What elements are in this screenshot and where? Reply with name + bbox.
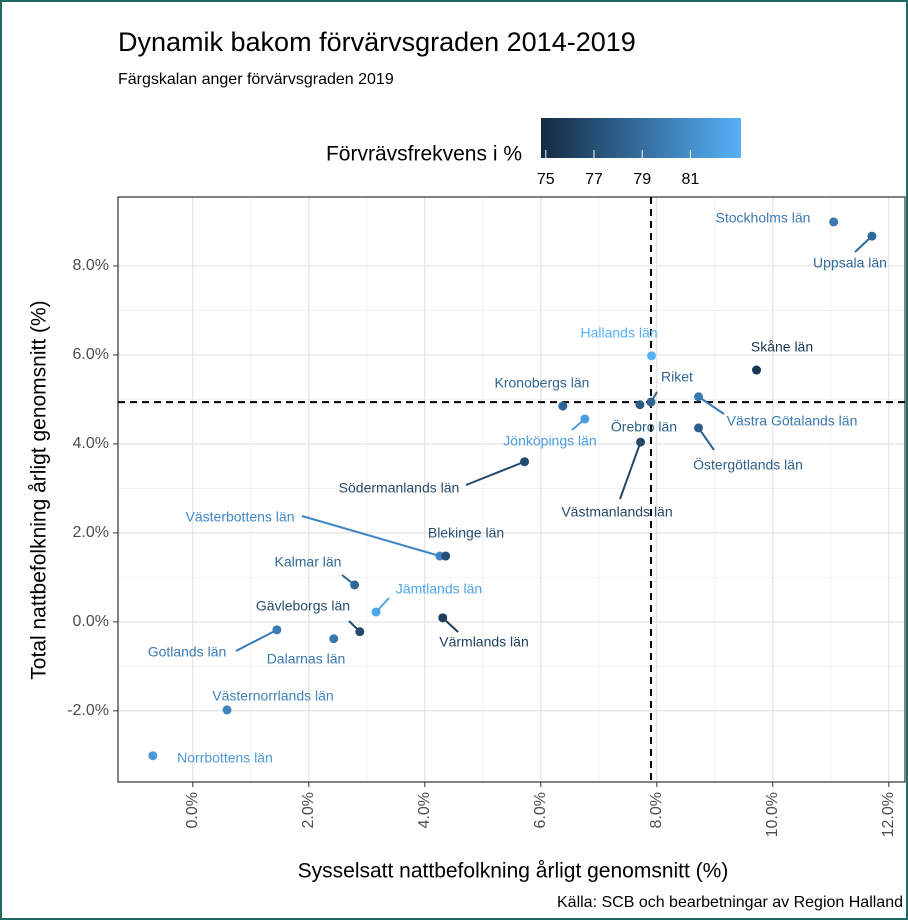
point-label: Kronobergs län <box>495 375 590 391</box>
point-label: Gotlands län <box>148 644 227 660</box>
point <box>520 457 530 467</box>
x-tick-label: 2.0% <box>300 792 317 828</box>
colorbar-tick-label: 77 <box>585 171 603 188</box>
y-tick-label: 8.0% <box>73 257 109 274</box>
colorbar-tick-label: 75 <box>537 171 555 188</box>
point <box>694 392 704 402</box>
point <box>371 607 381 617</box>
point-label: Gävleborgs län <box>256 598 350 614</box>
colorbar-tick-label: 81 <box>681 171 699 188</box>
point <box>558 401 568 411</box>
plot-border <box>117 196 906 783</box>
point-label: Riket <box>661 369 693 385</box>
source-note: Källa: SCB och bearbetningar av Region H… <box>557 894 903 911</box>
chart-title: Dynamik bakom förvärvsgraden 2014-2019 <box>118 27 636 57</box>
x-tick-label: 6.0% <box>532 792 549 828</box>
y-tick-label: 0.0% <box>73 613 109 630</box>
point-label: Östergötlands län <box>693 456 803 473</box>
point <box>829 217 839 227</box>
point-label: Västerbottens län <box>186 509 295 525</box>
x-axis-title: Sysselsatt nattbefolkning årligt genomsn… <box>298 860 729 883</box>
point <box>355 627 365 637</box>
colorbar <box>541 118 741 158</box>
leader-line <box>697 395 725 415</box>
leader-line <box>301 515 441 557</box>
point <box>647 351 657 361</box>
point-label: Örebro län <box>611 418 677 435</box>
point-label: Värmlands län <box>439 634 529 650</box>
x-tick-label: 0.0% <box>184 792 201 828</box>
point <box>272 625 282 635</box>
point <box>580 414 590 424</box>
y-axis-title: Total nattbefolkning årligt genomsnitt (… <box>28 300 51 679</box>
point-label: Stockholms län <box>716 210 811 226</box>
x-tick-label: 10.0% <box>764 792 781 837</box>
point-label: Jönköpings län <box>503 433 596 449</box>
point <box>752 365 762 375</box>
x-tick-label: 8.0% <box>648 792 665 828</box>
chart-subtitle: Färgskalan anger förvärvsgraden 2019 <box>118 71 394 88</box>
point <box>350 580 360 590</box>
point <box>635 400 645 410</box>
point <box>646 397 656 407</box>
point-label: Uppsala län <box>813 255 887 271</box>
point <box>694 423 704 433</box>
y-tick-label: -2.0% <box>67 702 109 719</box>
point-label: Jämtlands län <box>396 581 482 597</box>
point <box>867 231 877 241</box>
y-tick-label: 4.0% <box>73 435 109 452</box>
point-label: Dalarnas län <box>267 651 346 667</box>
point-label: Kalmar län <box>275 554 342 570</box>
point-label: Södermanlands län <box>339 480 460 496</box>
point-label: Västernorrlands län <box>212 688 333 704</box>
leader-line <box>619 441 642 500</box>
point-label: Hallands län <box>580 325 657 341</box>
leader-line <box>235 628 278 652</box>
point-label: Norrbottens län <box>177 750 273 766</box>
point <box>441 551 451 561</box>
point-label: Blekinge län <box>428 525 504 541</box>
colorbar-title: Förvrävsfrekvens i % <box>326 143 522 166</box>
point-label: Västra Götalands län <box>727 413 858 429</box>
y-tick-label: 6.0% <box>73 346 109 363</box>
point <box>636 437 646 447</box>
point <box>148 751 158 761</box>
x-tick-label: 4.0% <box>416 792 433 828</box>
point <box>438 613 448 623</box>
point <box>222 705 232 715</box>
plot-background <box>118 197 905 782</box>
point-label: Skåne län <box>751 339 813 355</box>
leader-line <box>465 460 525 486</box>
colorbar-tick-label: 79 <box>633 171 651 188</box>
point-label: Västmanlands län <box>561 504 672 520</box>
point <box>329 634 339 644</box>
y-tick-label: 2.0% <box>73 524 109 541</box>
x-tick-label: 12.0% <box>880 792 897 837</box>
